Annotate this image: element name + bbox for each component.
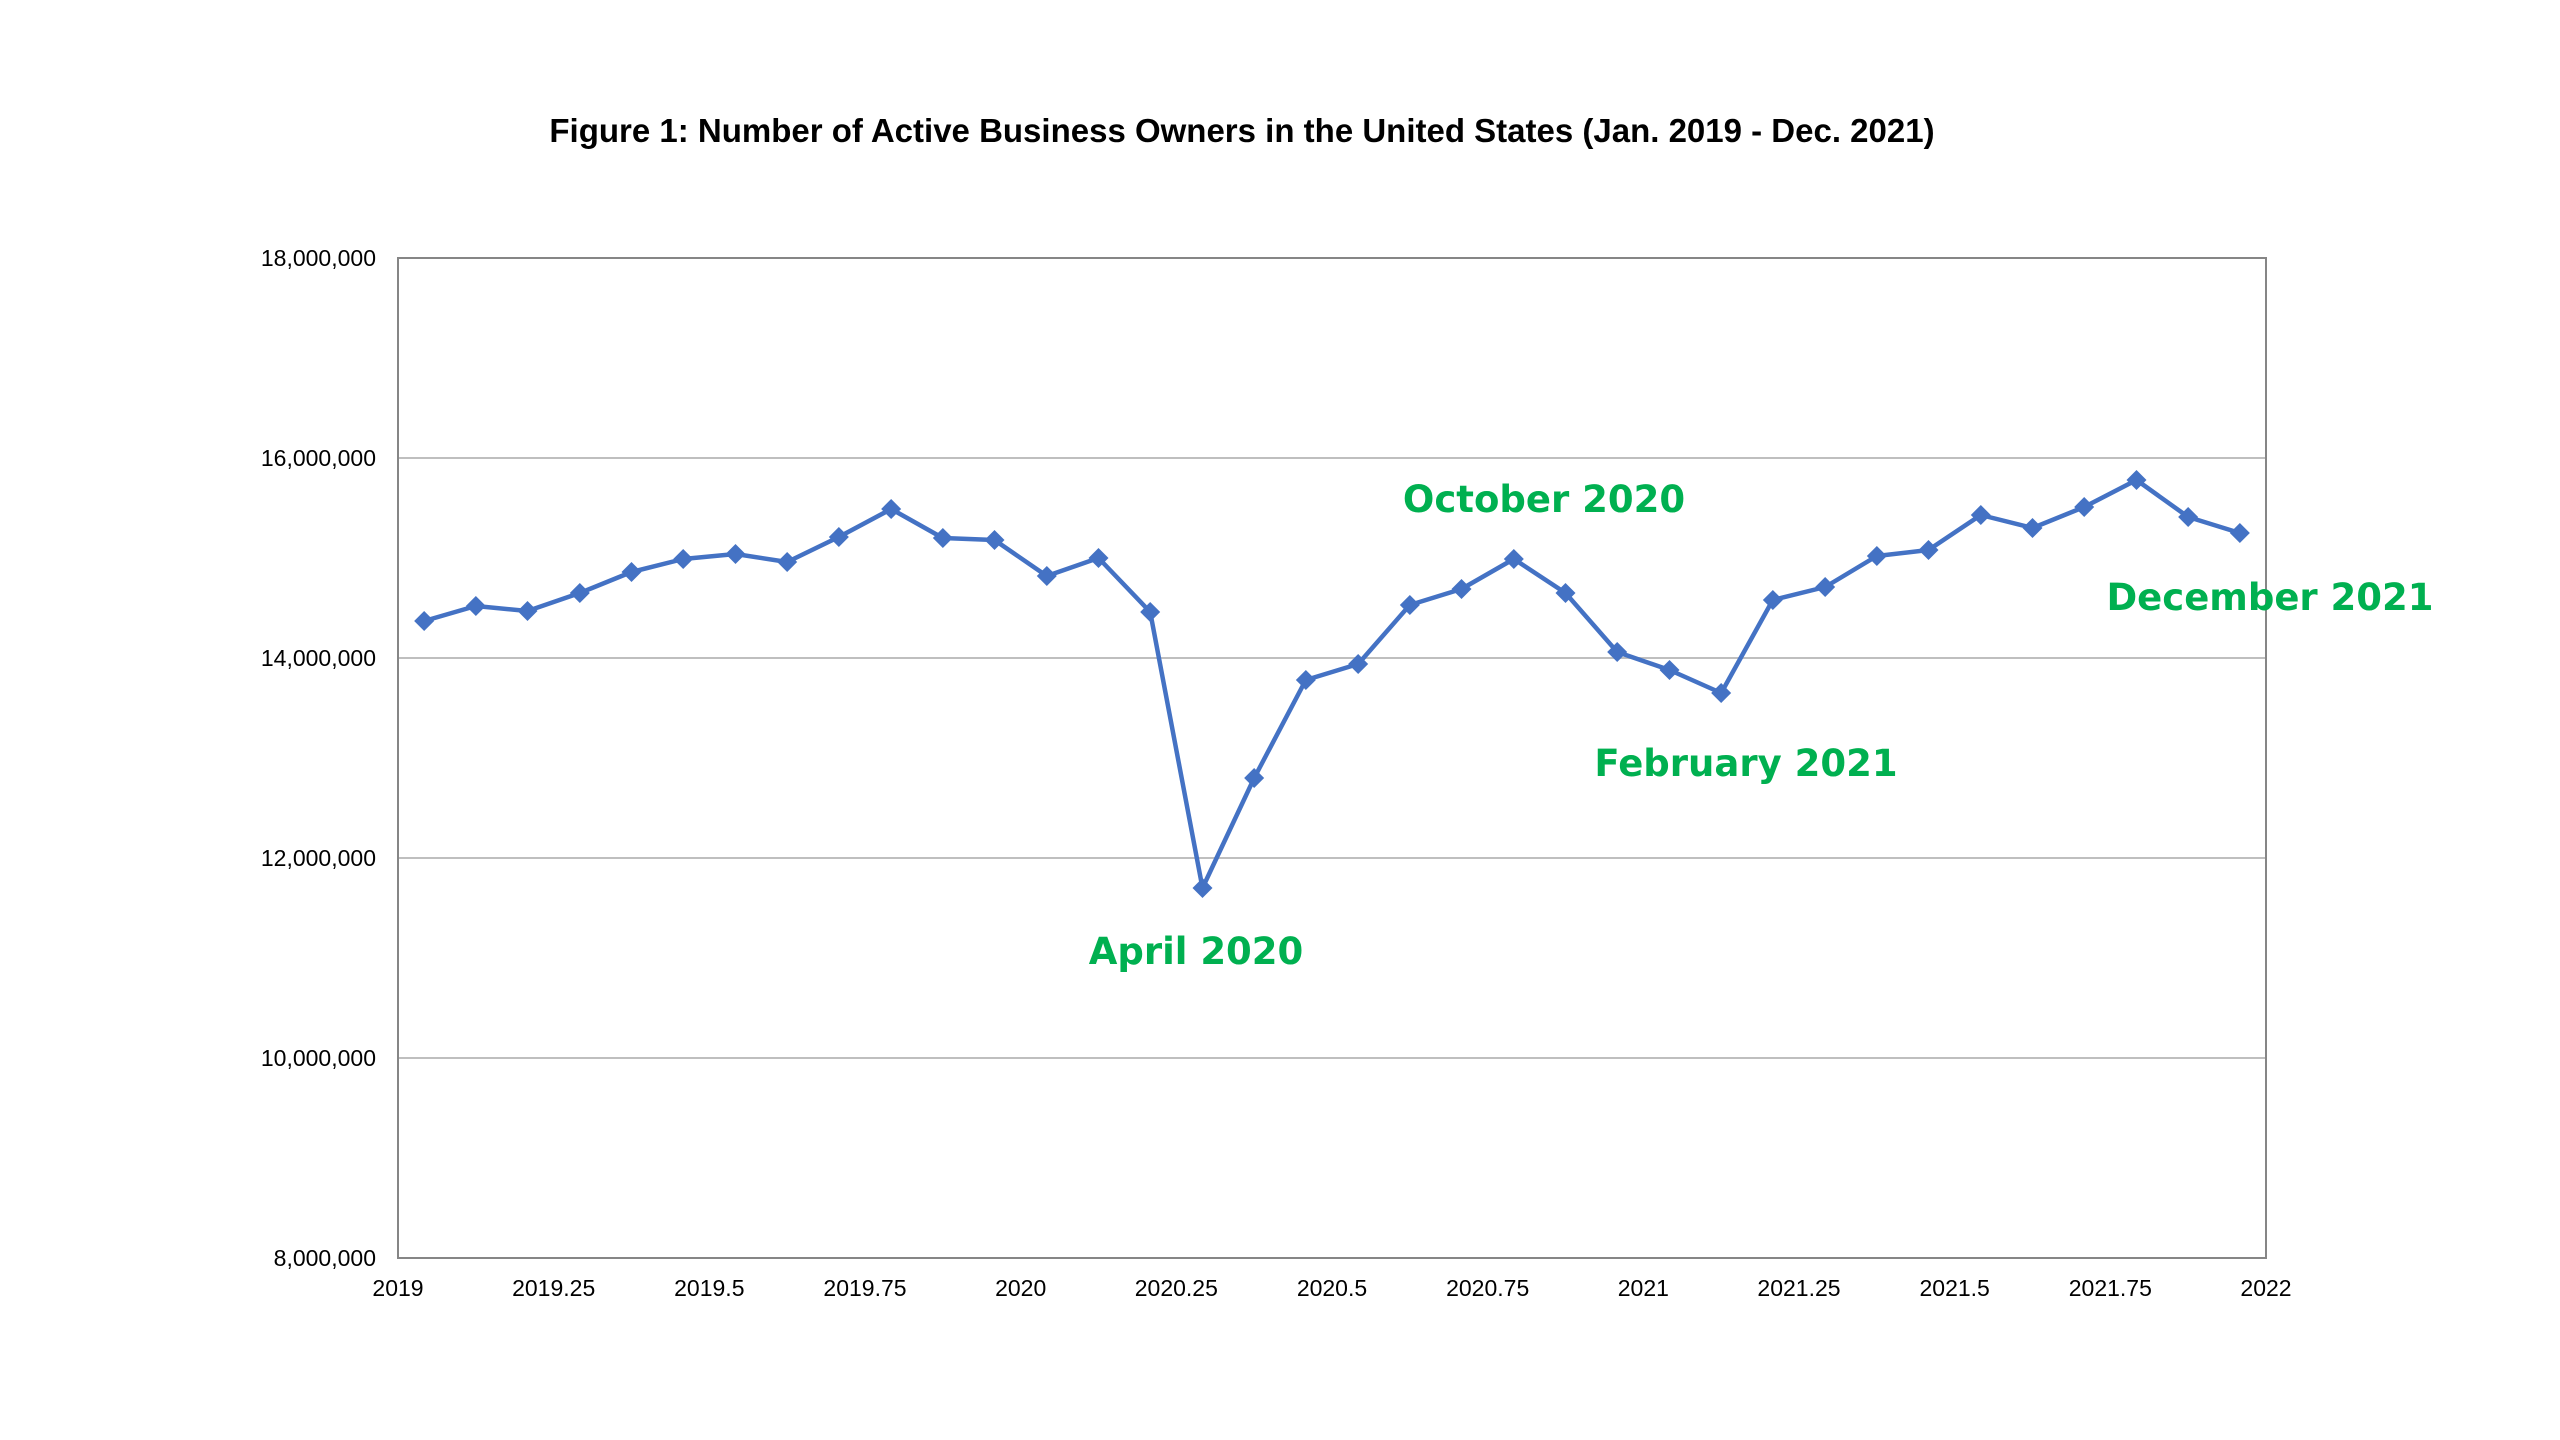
data-point-marker (725, 544, 746, 564)
data-point-marker (1036, 566, 1057, 586)
series-line (423, 477, 2241, 891)
x-tick-label: 2020.75 (1446, 1275, 1529, 1301)
data-point-marker (621, 562, 642, 582)
y-tick-label: 12,000,000 (261, 845, 376, 871)
data-point-marker (2022, 518, 2043, 538)
data-point-marker (1659, 660, 1680, 680)
y-tick-label: 18,000,000 (261, 245, 376, 271)
annotation-april-2020: April 2020 (1089, 930, 1304, 973)
annotation-december-2021: December 2021 (2106, 576, 2433, 619)
data-point-marker (984, 530, 1005, 550)
data-point-marker (828, 527, 849, 547)
x-tick-label: 2019 (372, 1275, 423, 1301)
data-point-marker (777, 552, 798, 572)
data-point-marker (1295, 670, 1316, 690)
x-tick-label: 2020.5 (1297, 1275, 1367, 1301)
data-point-marker (1140, 602, 1161, 622)
data-point-marker (1607, 642, 1628, 662)
data-point-marker (1192, 878, 1213, 898)
x-tick-label: 2021.75 (2069, 1275, 2152, 1301)
data-point-marker (1762, 590, 1783, 610)
y-tick-label: 10,000,000 (261, 1045, 376, 1071)
y-tick-label: 16,000,000 (261, 445, 376, 471)
data-point-marker (1451, 579, 1472, 599)
gridlines (398, 457, 2266, 1059)
x-tick-label: 2020 (995, 1275, 1046, 1301)
data-point-marker (414, 611, 435, 631)
data-point-marker (1711, 683, 1732, 703)
y-tick-label: 14,000,000 (261, 645, 376, 671)
data-point-marker (569, 583, 590, 603)
data-point-marker (881, 499, 902, 519)
annotation-october-2020: October 2020 (1403, 478, 1685, 521)
data-point-marker (1918, 540, 1939, 560)
x-axis-tick-labels: 2019 2019.25 2019.5 2019.75 2020 2020.25 2020.… (372, 1275, 2291, 1301)
plot-area-frame (397, 257, 2267, 1259)
data-point-marker (2229, 523, 2250, 543)
data-point-marker (1815, 577, 1836, 597)
data-point-marker (2074, 497, 2095, 517)
data-point-marker (932, 528, 953, 548)
data-point-marker (1503, 549, 1524, 569)
data-point-marker (673, 549, 694, 569)
x-tick-label: 2019.25 (512, 1275, 595, 1301)
x-tick-label: 2022 (2240, 1275, 2291, 1301)
y-axis-tick-labels: 8,000,000 10,000,000 12,000,000 14,000,000 1… (261, 245, 376, 1271)
y-tick-label: 8,000,000 (274, 1245, 376, 1271)
x-tick-label: 2019.5 (674, 1275, 744, 1301)
data-point-marker (2126, 470, 2147, 490)
data-point-marker (517, 601, 538, 621)
annotation-february-2021: February 2021 (1594, 742, 1897, 785)
x-tick-label: 2019.75 (823, 1275, 906, 1301)
annotations: April 2020 October 2020 February 2021 De… (1089, 478, 2434, 973)
data-point-marker (1348, 654, 1369, 674)
data-point-marker (1555, 583, 1576, 603)
data-point-marker (1244, 768, 1265, 788)
data-point-marker (1866, 546, 1887, 566)
data-point-marker (1399, 595, 1420, 615)
x-tick-label: 2020.25 (1135, 1275, 1218, 1301)
chart-title: Figure 1: Number of Active Business Owne… (549, 112, 1935, 149)
series-markers (414, 470, 2250, 898)
data-point-marker (2178, 507, 2199, 527)
x-tick-label: 2021.5 (1919, 1275, 1989, 1301)
data-point-marker (1088, 548, 1109, 568)
data-point-marker (465, 596, 486, 616)
x-tick-label: 2021 (1618, 1275, 1669, 1301)
x-tick-label: 2021.25 (1757, 1275, 1840, 1301)
data-point-marker (1970, 505, 1991, 525)
